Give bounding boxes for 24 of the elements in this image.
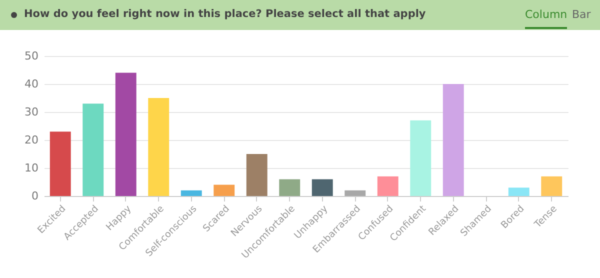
y-tick-label: 50 — [24, 50, 38, 62]
bar — [214, 184, 235, 196]
chart-title: How do you feel right now in this place? Please select all that apply — [24, 8, 426, 20]
bar — [442, 84, 464, 196]
bar — [377, 176, 398, 196]
bar — [148, 98, 170, 196]
bar — [410, 120, 432, 196]
y-tick-label: 20 — [24, 134, 38, 146]
bar — [344, 190, 366, 196]
text: Column — [525, 8, 568, 29]
bar — [246, 154, 268, 196]
bar — [115, 72, 136, 196]
bar — [82, 104, 104, 196]
bar — [180, 190, 202, 196]
bar — [508, 188, 530, 196]
y-tick-label: 10 — [24, 162, 38, 174]
bar — [279, 179, 300, 196]
bar — [541, 176, 562, 196]
y-tick-label: 0 — [32, 190, 38, 202]
y-tick-label: 40 — [24, 78, 38, 90]
bar — [50, 132, 71, 196]
y-tick-label: 30 — [24, 106, 38, 118]
text: Bar — [572, 8, 591, 23]
bar — [312, 179, 333, 196]
